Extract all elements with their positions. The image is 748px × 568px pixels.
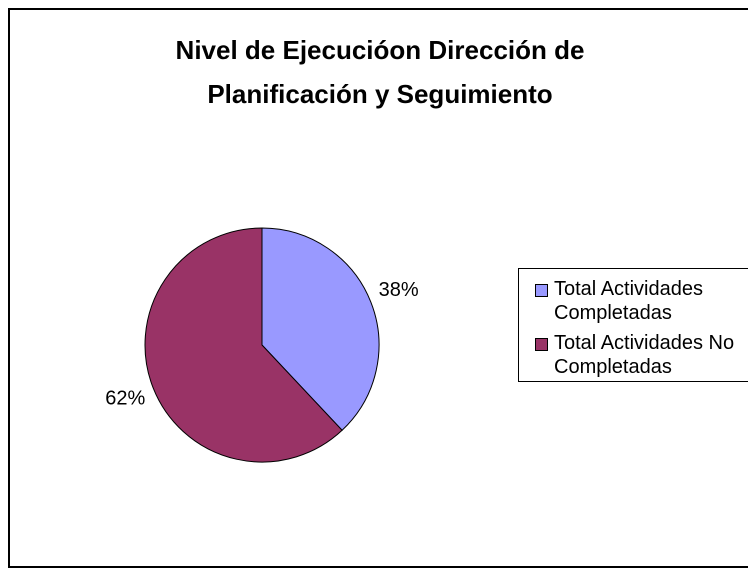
legend-swatch [535,338,548,351]
legend: Total Actividades Completadas Total Activ… [518,268,748,382]
legend-label: Total Actividades Completadas [554,278,703,324]
legend-swatch [535,284,548,297]
legend-label: Total Actividades No Completadas [554,332,735,378]
data-label: 62% [105,387,145,409]
chart: 38% 62% [105,227,419,463]
chart-title: Nivel de Ejecucióon Dirección de Planifi… [175,35,585,109]
data-label: 38% [379,279,419,301]
pie-slice [261,227,380,431]
pie-slice [144,227,343,463]
legend-item: Total Actividades Completadas [535,277,748,325]
page: {"chart_data": {"type": "pie", "title": … [8,8,748,568]
legend-item: Total Actividades No Completadas [535,331,748,379]
